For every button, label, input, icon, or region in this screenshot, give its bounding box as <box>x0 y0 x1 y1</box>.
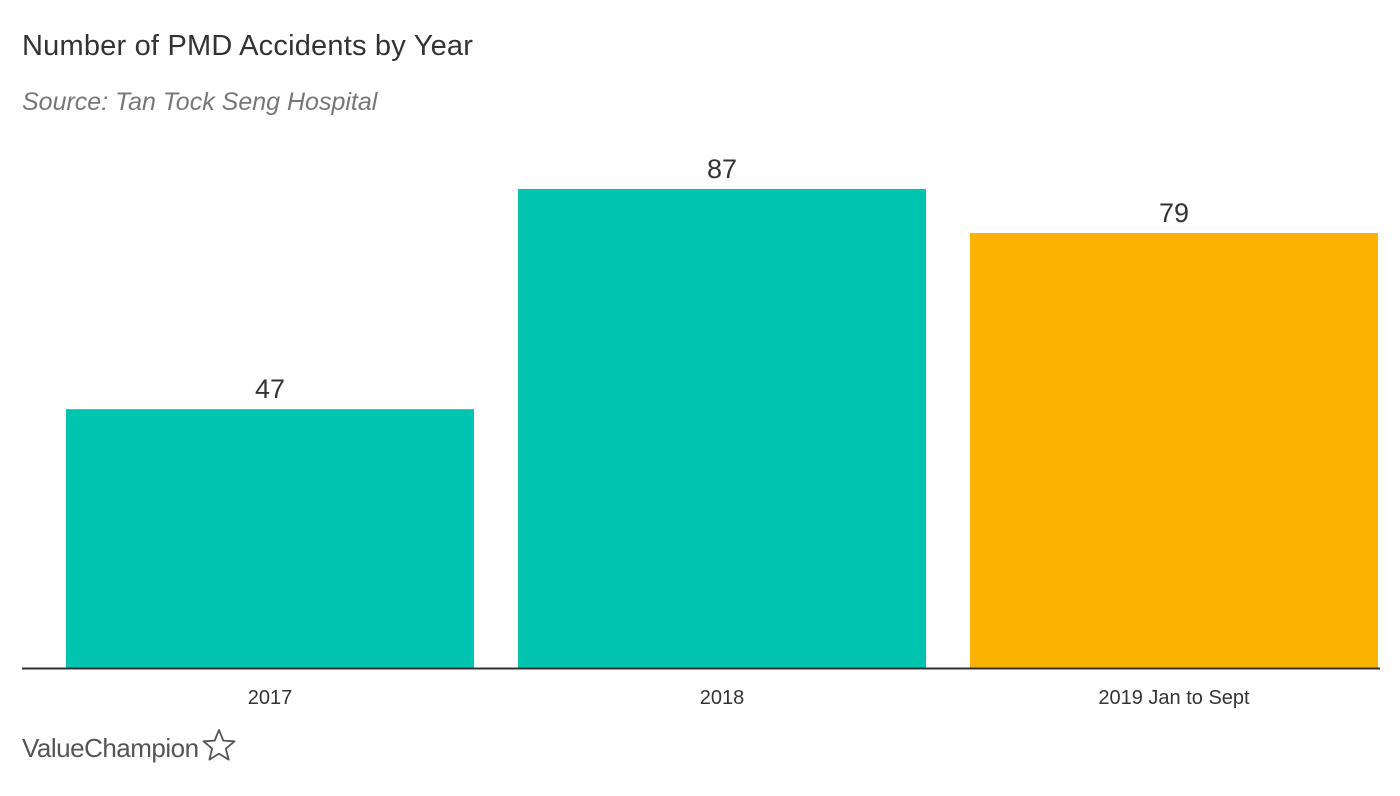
brand-logo: ValueChampion <box>22 728 237 764</box>
x-tick-label-0: 2017 <box>248 687 293 709</box>
data-label-0: 47 <box>255 374 285 404</box>
x-tick-label-1: 2018 <box>700 687 745 709</box>
data-label-1: 87 <box>707 154 737 184</box>
bar-1 <box>518 189 926 668</box>
star-outline-icon <box>202 728 235 761</box>
bar-2 <box>970 233 1378 668</box>
x-tick-label-2: 2019 Jan to Sept <box>1098 687 1250 709</box>
chart-subtitle: Source: Tan Tock Seng Hospital <box>22 88 378 116</box>
chart-title: Number of PMD Accidents by Year <box>22 30 474 62</box>
data-label-2: 79 <box>1159 198 1189 228</box>
bars-group <box>66 189 1378 668</box>
bar-0 <box>66 409 474 668</box>
x-tick-labels-group: 2017 2018 2019 Jan to Sept <box>248 687 1250 709</box>
data-labels-group: 47 87 79 <box>255 154 1189 404</box>
brand-name: ValueChampion <box>22 733 199 763</box>
